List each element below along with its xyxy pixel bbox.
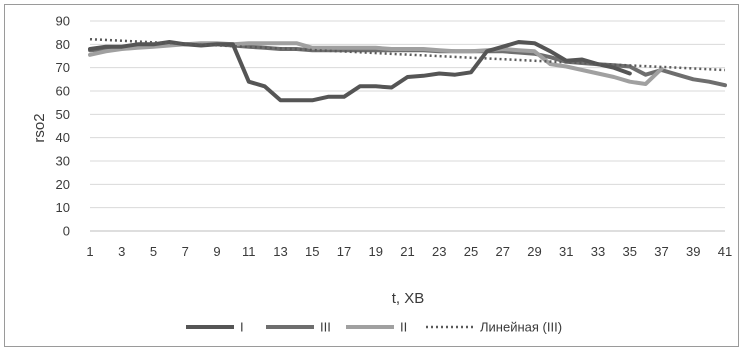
- x-tick-label: 19: [369, 244, 383, 259]
- y-axis-tick-labels: 0 10 20 30 40 50 60 70 80 90: [56, 14, 70, 239]
- x-tick-label: 39: [686, 244, 700, 259]
- x-tick-label: 11: [242, 244, 256, 259]
- x-tick-label: 29: [527, 244, 541, 259]
- x-tick-label: 1: [86, 244, 93, 259]
- y-tick-label: 50: [56, 107, 70, 122]
- series-line-3: [89, 37, 726, 72]
- legend-label: III: [320, 320, 331, 335]
- x-tick-label: 23: [432, 244, 446, 259]
- legend: I III II Линейная (III): [186, 320, 562, 335]
- y-tick-label: 0: [63, 224, 70, 239]
- y-tick-label: 60: [56, 84, 70, 99]
- x-tick-label: 35: [623, 244, 637, 259]
- x-tick-label: 31: [559, 244, 573, 259]
- y-tick-label: 70: [56, 60, 70, 75]
- y-tick-label: 80: [56, 37, 70, 52]
- y-tick-label: 20: [56, 177, 70, 192]
- x-tick-label: 33: [591, 244, 605, 259]
- x-tick-label: 13: [273, 244, 287, 259]
- legend-label: I: [240, 320, 244, 335]
- y-tick-label: 40: [56, 130, 70, 145]
- legend-label: Линейная (III): [480, 320, 562, 335]
- y-tick-label: 10: [56, 200, 70, 215]
- x-tick-label: 25: [464, 244, 478, 259]
- y-tick-label: 30: [56, 154, 70, 169]
- chart-frame: [4, 4, 739, 347]
- x-tick-label: 5: [150, 244, 157, 259]
- gridlines: [90, 20, 725, 232]
- x-axis-title: t, ХВ: [392, 290, 425, 307]
- x-tick-label: 27: [496, 244, 510, 259]
- x-tick-label: 21: [400, 244, 414, 259]
- x-tick-label: 15: [305, 244, 319, 259]
- x-tick-label: 7: [182, 244, 189, 259]
- x-tick-label: 41: [718, 244, 732, 259]
- series-lines: [88, 37, 727, 103]
- y-axis-title: rso2: [31, 113, 48, 142]
- x-tick-label: 3: [118, 244, 125, 259]
- y-tick-label: 90: [56, 14, 70, 29]
- x-axis-tick-labels: 1 3 5 7 9 11 13 15 17 19 21 23 25 27 29 31 33 35 37 39 41: [86, 244, 732, 259]
- legend-label: II: [400, 320, 407, 335]
- x-tick-label: 17: [337, 244, 351, 259]
- x-tick-label: 37: [654, 244, 668, 259]
- x-tick-label: 9: [213, 244, 220, 259]
